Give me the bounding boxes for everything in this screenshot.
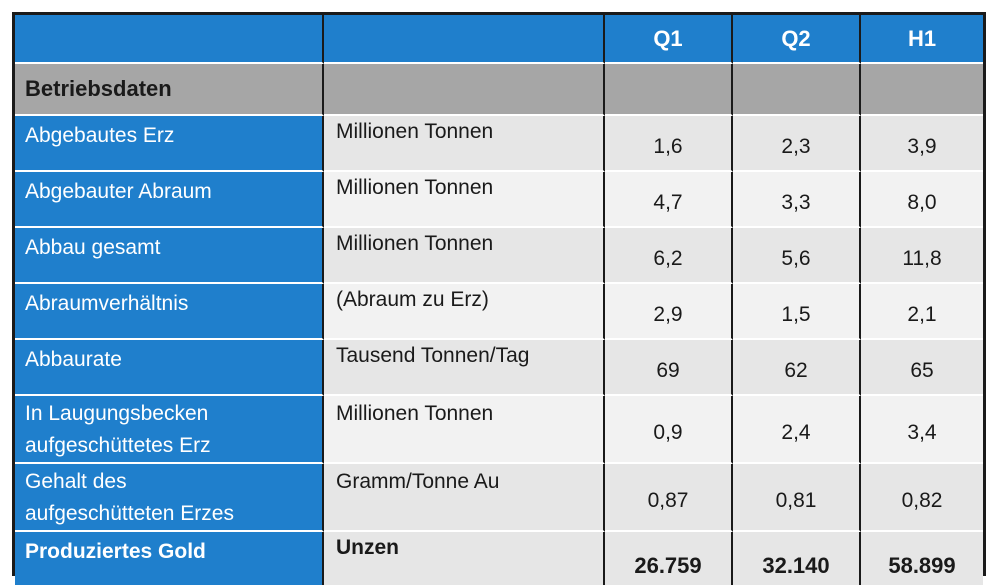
row-q2-value: 2,4: [733, 396, 861, 464]
row-label-line: Gehalt des: [25, 470, 127, 493]
total-unit: Unzen: [324, 532, 605, 585]
row-h1-value: 3,4: [861, 396, 983, 464]
row-q2-value: 2,3: [733, 116, 861, 172]
row-q1-value: 6,2: [605, 228, 733, 284]
row-label: Abgebautes Erz: [15, 116, 324, 172]
total-h1-value: 58.899: [861, 532, 983, 585]
header-blank-unit: [324, 15, 605, 64]
header-q1: Q1: [605, 15, 733, 64]
row-q2-value: 62: [733, 340, 861, 396]
row-unit: Gramm/Tonne Au: [324, 464, 605, 532]
row-q2-value: 5,6: [733, 228, 861, 284]
table-row: Abbau gesamt Millionen Tonnen 6,2 5,6 11…: [15, 228, 983, 284]
row-q1-value: 4,7: [605, 172, 733, 228]
total-label: Produziertes Gold: [15, 532, 324, 585]
row-label: In Laugungsbecken aufgeschüttetes Erz: [15, 396, 324, 464]
row-unit: Millionen Tonnen: [324, 116, 605, 172]
row-label-line: In Laugungsbecken: [25, 402, 209, 425]
row-h1-value: 8,0: [861, 172, 983, 228]
row-q1-value: 69: [605, 340, 733, 396]
operating-data-table: Q1 Q2 H1 Betriebsdaten Abgebautes Erz Mi…: [15, 15, 983, 585]
section-cell: [733, 64, 861, 116]
row-unit: Tausend Tonnen/Tag: [324, 340, 605, 396]
row-label: Abbau gesamt: [15, 228, 324, 284]
section-row: Betriebsdaten: [15, 64, 983, 116]
table-row: Abgebautes Erz Millionen Tonnen 1,6 2,3 …: [15, 116, 983, 172]
row-label: Abbaurate: [15, 340, 324, 396]
section-cell: [324, 64, 605, 116]
total-q2-value: 32.140: [733, 532, 861, 585]
row-unit: Millionen Tonnen: [324, 172, 605, 228]
table-row: Gehalt des aufgeschütteten Erzes Gramm/T…: [15, 464, 983, 532]
row-h1-value: 11,8: [861, 228, 983, 284]
header-h1: H1: [861, 15, 983, 64]
table-row: Abbaurate Tausend Tonnen/Tag 69 62 65: [15, 340, 983, 396]
row-label: Abraumverhältnis: [15, 284, 324, 340]
table-row: Abgebauter Abraum Millionen Tonnen 4,7 3…: [15, 172, 983, 228]
table-header-row: Q1 Q2 H1: [15, 15, 983, 64]
header-blank-label: [15, 15, 324, 64]
table-row: Abraumverhältnis (Abraum zu Erz) 2,9 1,5…: [15, 284, 983, 340]
row-q2-value: 1,5: [733, 284, 861, 340]
row-q1-value: 1,6: [605, 116, 733, 172]
row-label: Abgebauter Abraum: [15, 172, 324, 228]
row-unit: Millionen Tonnen: [324, 228, 605, 284]
row-label-line: aufgeschütteten Erzes: [25, 502, 234, 525]
section-cell: [861, 64, 983, 116]
row-q1-value: 2,9: [605, 284, 733, 340]
row-q2-value: 0,81: [733, 464, 861, 532]
row-h1-value: 2,1: [861, 284, 983, 340]
section-title: Betriebsdaten: [15, 64, 324, 116]
row-q1-value: 0,87: [605, 464, 733, 532]
total-row: Produziertes Gold Unzen 26.759 32.140 58…: [15, 532, 983, 585]
row-h1-value: 0,82: [861, 464, 983, 532]
data-table-frame: Q1 Q2 H1 Betriebsdaten Abgebautes Erz Mi…: [12, 12, 986, 585]
row-q2-value: 3,3: [733, 172, 861, 228]
row-h1-value: 3,9: [861, 116, 983, 172]
total-q1-value: 26.759: [605, 532, 733, 585]
row-unit: (Abraum zu Erz): [324, 284, 605, 340]
row-h1-value: 65: [861, 340, 983, 396]
row-unit: Millionen Tonnen: [324, 396, 605, 464]
row-label: Gehalt des aufgeschütteten Erzes: [15, 464, 324, 532]
row-label-line: aufgeschüttetes Erz: [25, 434, 211, 457]
table-row: In Laugungsbecken aufgeschüttetes Erz Mi…: [15, 396, 983, 464]
header-q2: Q2: [733, 15, 861, 64]
section-cell: [605, 64, 733, 116]
row-q1-value: 0,9: [605, 396, 733, 464]
